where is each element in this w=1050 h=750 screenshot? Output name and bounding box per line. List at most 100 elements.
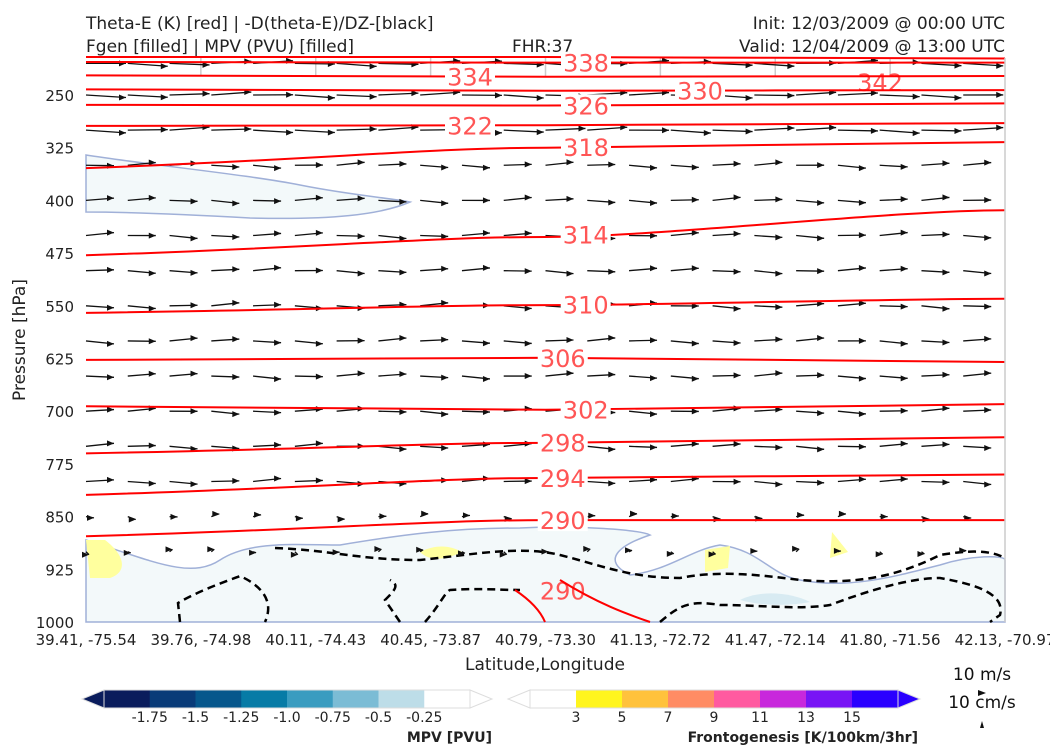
fgen-region-1 [86, 540, 122, 578]
wind-arrow-head [441, 374, 449, 381]
mpv-region-upper [85, 154, 413, 220]
label-mask [537, 466, 588, 489]
wind-arrow-head [708, 551, 716, 558]
wind-arrow-head [745, 62, 753, 69]
wind-arrow-head [775, 234, 783, 241]
wind-arrow-head [691, 375, 699, 382]
wind-arrow-head [984, 270, 992, 277]
wind-arrow-head [524, 194, 532, 201]
wind-arrow-head [817, 479, 825, 486]
wind-arrow-head [838, 510, 846, 517]
fgen-colorbar-swatch [530, 690, 577, 708]
wind-arrow-head [148, 442, 156, 449]
wind-arrow-head [625, 547, 633, 554]
y-axis-label: Pressure [hPa] [10, 279, 30, 401]
wind-arrow-head [566, 337, 574, 344]
wind-arrow-head [733, 268, 741, 275]
wind-arrow-head [232, 164, 240, 171]
x-tick-label: 39.76, -74.98 [150, 631, 251, 649]
wind-arrow-head [107, 266, 114, 273]
wind-arrow-head [337, 516, 345, 523]
mpv-colorbar-tick: -0.25 [406, 710, 442, 726]
wind-arrow-head [650, 337, 658, 344]
label-mask [560, 398, 611, 421]
wind-arrow-head [858, 476, 866, 483]
wind-arrow-shaft [921, 551, 925, 555]
wind-arrow-head [984, 303, 992, 310]
theta-e-label: 330 [677, 78, 723, 106]
wind-arrow-head [374, 546, 382, 553]
y-tick-label: 625 [45, 351, 74, 369]
wind-arrow-head [274, 409, 282, 416]
wind-arrow-head [286, 129, 294, 136]
wind-arrow-head [608, 268, 616, 275]
wind-arrow-head [942, 160, 950, 167]
wind-arrow-head [733, 372, 741, 379]
wind-arrow-head [787, 92, 795, 99]
theta-e-label: 306 [540, 345, 586, 373]
wind-arrow-head [123, 549, 131, 556]
wind-arrow-head [462, 512, 470, 519]
wind-arrow-head [332, 549, 340, 556]
wind-arrow-head [608, 199, 616, 206]
wind-arrow-head [984, 159, 992, 166]
wind-arrow-head [996, 124, 1004, 131]
wind-arrow-head [107, 476, 114, 483]
wind-arrow-head [775, 270, 783, 277]
wind-arrow-head [666, 550, 674, 557]
y-tick-label: 550 [45, 298, 74, 316]
wind-arrow-head [315, 267, 323, 274]
wind-arrow-head [457, 550, 465, 557]
wind-arrow-head [608, 480, 616, 487]
y-tick-label: 1000 [36, 614, 74, 632]
wind-arrow-head [775, 304, 783, 311]
fgen-colorbar-extend-right [897, 689, 922, 709]
theta-e-label: 290 [540, 507, 586, 535]
wind-arrow-head [107, 229, 114, 236]
wind-arrow-head [984, 370, 992, 377]
label-mask [445, 114, 495, 137]
wind-arrow-shaft [419, 549, 424, 553]
wind-arrow-head [315, 340, 323, 347]
wind-arrow-head [190, 269, 198, 276]
wind-arrow-head [148, 194, 156, 201]
theta-e-line [85, 403, 1006, 411]
wind-arrow-head [630, 510, 638, 517]
colorbars: -1.75 -1.5 -1.25 -1.0 -0.75 -0.5 -0.25 MPV [PVU… [80, 665, 1016, 746]
label-mask [445, 65, 495, 88]
y-tick-label: 250 [45, 87, 74, 105]
wind-arrow-head [650, 232, 658, 239]
wind-arrow-head [912, 93, 920, 100]
mpv-colorbar-outline [103, 689, 471, 709]
wind-arrow-head [416, 546, 424, 553]
wind-arrow-head [482, 164, 490, 171]
wind-arrow-head [954, 62, 962, 69]
wind-arrow-head [650, 411, 658, 418]
theta-e-label: 334 [447, 63, 493, 91]
wind-arrow-head [984, 481, 992, 488]
fgen-colorbar-label: Frontogenesis [K/100km/3hr] [688, 730, 918, 746]
mpv-colorbar-swatch [104, 690, 151, 708]
wind-arrow-head [817, 268, 825, 275]
wind-arrow-head [160, 126, 168, 133]
wind-arrow-shaft [294, 551, 299, 556]
x-tick-label: 41.13, -72.72 [610, 631, 711, 649]
wind-arrow-head [274, 301, 282, 308]
wind-arrow-head [190, 335, 198, 342]
wind-arrow-head [541, 548, 549, 555]
wind-arrow-head [190, 302, 198, 309]
wind-arrow-head [787, 63, 795, 70]
wind-arrow-head [650, 476, 658, 483]
wind-arrow-head [942, 339, 950, 346]
wind-arrow-head [441, 265, 449, 272]
wind-arrow-head [620, 60, 628, 67]
wind-arrow-head [691, 265, 699, 272]
wind-arrow-head [691, 440, 699, 447]
mpv-colorbar-tick: -0.75 [315, 710, 351, 726]
wind-arrow-head [536, 94, 544, 101]
wind-arrow-head [775, 406, 783, 413]
wind-arrow-head [494, 92, 502, 99]
theta-e-label: 322 [447, 112, 493, 140]
theta-e-label: 294 [540, 465, 586, 493]
